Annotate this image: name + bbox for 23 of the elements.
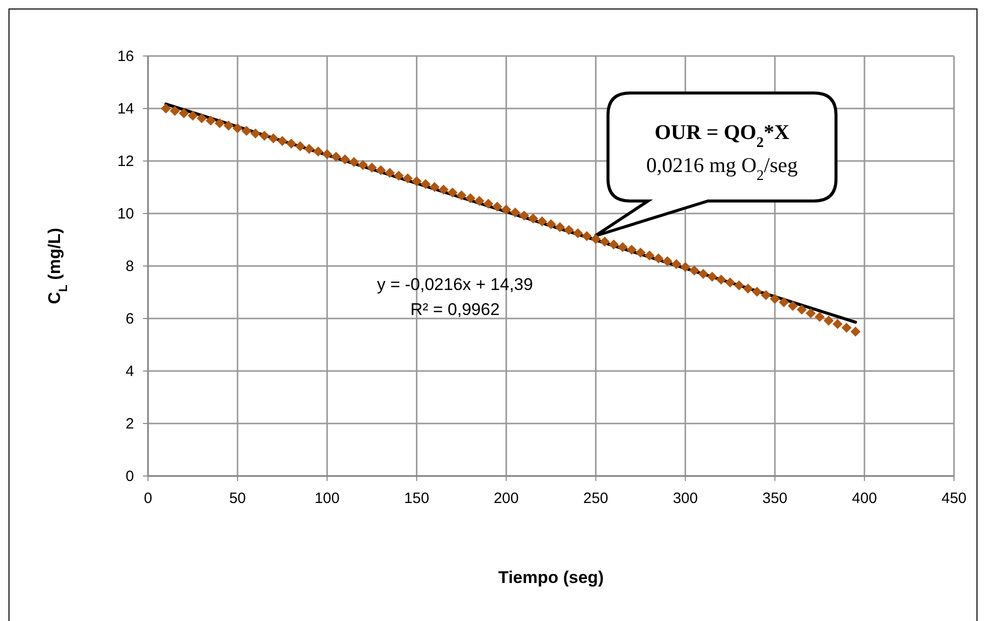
y-tick-label: 14	[117, 100, 134, 118]
x-tick-label: 300	[672, 490, 698, 507]
x-tick-label: 350	[762, 490, 788, 507]
y-tick-label: 8	[126, 258, 134, 275]
annotation: y = -0,0216x + 14,39	[377, 275, 533, 294]
x-tick-label: 250	[583, 490, 608, 507]
annotation: R² = 0,9962	[410, 300, 500, 319]
x-tick-label: 0	[144, 490, 152, 507]
x-tick-label: 150	[404, 490, 430, 507]
y-tick-label: 4	[126, 363, 134, 380]
y-tick-label: 16	[117, 48, 134, 65]
annotation: OUR = QO$_{2}$*X 0,0216 mg O$_{2}$/seg	[646, 120, 798, 184]
y-tick-label: 2	[126, 416, 134, 432]
y-tick-label: 10	[117, 206, 134, 222]
y-tick-label: 0	[126, 468, 134, 485]
x-tick-label: 100	[314, 490, 340, 507]
x-tick-label: 50	[229, 490, 246, 507]
x-axis-title: Tiempo (seg)	[498, 568, 604, 587]
x-tick-label: 450	[941, 490, 967, 507]
x-tick-label: 400	[852, 490, 877, 507]
x-tick-label: 200	[494, 490, 519, 507]
y-tick-label: 12	[117, 153, 134, 170]
y-tick-label: 6	[126, 310, 134, 328]
